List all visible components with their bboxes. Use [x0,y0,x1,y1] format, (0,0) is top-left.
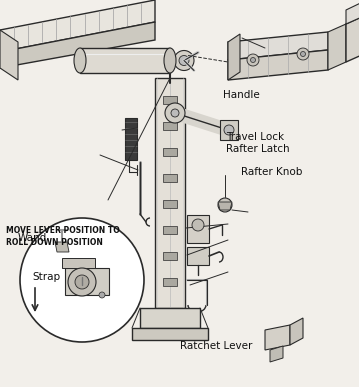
Bar [163,148,177,156]
Circle shape [68,268,96,296]
Polygon shape [0,30,18,80]
Circle shape [218,198,232,212]
Circle shape [20,218,144,342]
Ellipse shape [164,48,176,73]
Text: Rafter Knob: Rafter Knob [241,167,302,177]
Polygon shape [346,12,359,62]
Circle shape [171,109,179,117]
Bar [125,118,137,160]
Text: Ratchet Lever: Ratchet Lever [180,341,252,351]
Bar [187,215,209,243]
Circle shape [192,219,204,231]
Bar [163,96,177,104]
Bar [187,247,209,265]
Polygon shape [228,34,240,80]
Circle shape [251,58,256,62]
Circle shape [99,292,105,298]
Polygon shape [346,0,359,24]
Bar [163,174,177,182]
Bar [163,226,177,234]
Polygon shape [228,50,328,80]
Bar [132,328,208,340]
Circle shape [179,55,189,65]
Circle shape [75,275,89,289]
Polygon shape [265,325,290,350]
Text: MOVE LEVER POSITION TO
ROLL DOWN POSITION: MOVE LEVER POSITION TO ROLL DOWN POSITIO… [6,226,119,247]
Circle shape [247,54,259,66]
Polygon shape [0,0,155,52]
Bar [140,308,200,328]
Circle shape [300,51,306,57]
Polygon shape [270,346,283,362]
Polygon shape [328,24,346,70]
Circle shape [165,103,185,123]
Circle shape [224,125,234,135]
Polygon shape [62,258,95,268]
Circle shape [174,50,194,70]
Bar [163,278,177,286]
Ellipse shape [74,48,86,73]
Polygon shape [0,22,155,68]
Text: Handle: Handle [223,90,259,100]
Polygon shape [65,268,109,295]
Bar [163,200,177,208]
Bar [163,252,177,260]
Bar [220,120,238,140]
Text: Wand: Wand [18,233,47,243]
Text: Travel Lock: Travel Lock [226,132,284,142]
Polygon shape [55,242,69,252]
Polygon shape [218,202,232,210]
Text: Rafter Latch: Rafter Latch [226,144,290,154]
Bar [155,78,185,308]
Polygon shape [228,32,328,60]
Bar [80,48,170,73]
Circle shape [297,48,309,60]
Polygon shape [290,318,303,345]
Bar [163,122,177,130]
Text: Strap: Strap [32,272,60,282]
